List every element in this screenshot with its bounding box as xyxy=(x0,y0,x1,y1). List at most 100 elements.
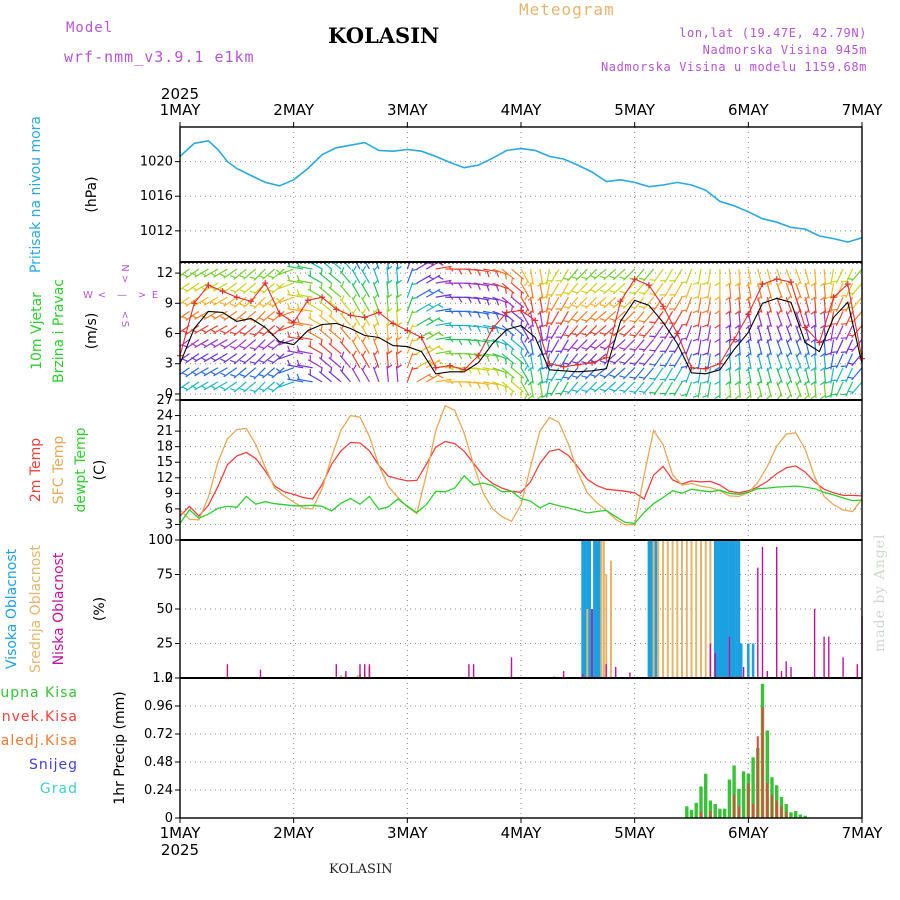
wind-barb xyxy=(520,381,530,397)
wind-barb-flag xyxy=(786,309,792,315)
ytick-label: 1012 xyxy=(140,224,173,239)
wind-barb xyxy=(685,381,693,398)
wind-barb xyxy=(520,311,530,326)
cloud-mid-bar xyxy=(605,574,608,678)
wind-barb-flag xyxy=(437,318,444,323)
wind-barb xyxy=(271,296,285,308)
wind-gust-marker xyxy=(304,297,311,304)
wind-barb xyxy=(271,367,285,379)
wind-barb xyxy=(328,357,342,369)
wind-barb xyxy=(473,296,490,301)
wind-barb xyxy=(328,314,342,326)
wind-barb xyxy=(233,268,247,280)
wind-barb xyxy=(622,339,636,352)
wind-barb xyxy=(612,353,626,365)
wind-barb-flag xyxy=(629,376,636,379)
wind-barb xyxy=(559,381,569,396)
wind-barb-flag xyxy=(477,368,481,375)
compass-east: E xyxy=(152,290,158,301)
wind-barb xyxy=(673,381,683,397)
wind-barb-flag xyxy=(296,359,300,366)
wind-barb-flag xyxy=(649,307,656,309)
wind-barb-flag xyxy=(362,364,367,371)
wind-barb-flag xyxy=(458,282,463,289)
wind-barb-flag xyxy=(680,309,687,312)
wind-barb xyxy=(546,353,551,370)
wind-barb-flag xyxy=(182,372,189,377)
wind-barb-flag xyxy=(210,286,216,291)
compass-arrow: < xyxy=(98,290,106,301)
wind-barb xyxy=(416,331,431,341)
wind-barb-flag xyxy=(725,282,731,287)
cloud-high-bar xyxy=(730,540,734,678)
wind-barb-flag xyxy=(182,330,189,334)
wind-barb-flag xyxy=(486,313,490,320)
wind-barb-flag xyxy=(220,301,226,306)
wind-barb-flag xyxy=(840,294,847,297)
wind-barb xyxy=(747,367,752,384)
wind-barb xyxy=(830,283,835,300)
wind-barb-flag xyxy=(230,345,237,349)
wind-barb-flag xyxy=(191,385,197,390)
wind-barb-flag xyxy=(320,338,323,346)
wind-barb-flag xyxy=(847,376,854,379)
wind-barb-flag xyxy=(581,318,588,322)
wind-barb xyxy=(585,296,598,310)
wind-gust-marker xyxy=(560,363,567,370)
cloud-low-bar xyxy=(790,667,792,678)
wind-barb xyxy=(664,325,674,340)
wind-barb-flag xyxy=(725,380,731,386)
wind-barb-flag xyxy=(330,338,333,346)
wind-barb-flag xyxy=(287,303,291,310)
wind-barb xyxy=(823,268,827,286)
wind-barb xyxy=(328,328,342,341)
wind-barb xyxy=(814,283,817,300)
xtick-label-top: 1MAY xyxy=(160,101,202,119)
wind-barb xyxy=(213,268,228,278)
wind-barb xyxy=(318,286,332,298)
wind-barb xyxy=(633,367,645,381)
ytick-label: 27 xyxy=(156,393,173,408)
wind-barb xyxy=(492,367,508,374)
wind-barb xyxy=(307,345,323,355)
model-elevation-label: Nadmorska Visina u modelu 1159.68m xyxy=(600,60,867,74)
wind-barb xyxy=(416,373,431,383)
wind-barb-flag xyxy=(296,345,300,352)
wind-barb xyxy=(425,331,441,341)
wind-barb xyxy=(351,297,361,312)
cloud-mid-bar xyxy=(709,540,712,678)
wind-barb-flag xyxy=(477,298,481,305)
wind-barb xyxy=(483,367,500,372)
wind-barb-flag xyxy=(756,394,762,400)
wind-barb xyxy=(707,325,712,342)
wind-barb xyxy=(262,339,276,351)
wind-barb xyxy=(520,353,530,368)
wind-gust-marker xyxy=(773,276,780,283)
ytick-label: 9 xyxy=(165,296,173,311)
wind-barb xyxy=(262,268,276,280)
wind-barb-flag xyxy=(527,338,534,344)
wind-barb xyxy=(386,267,389,284)
cloud-high-bar xyxy=(716,540,719,678)
wind-gust-marker xyxy=(674,330,681,337)
wind-barb-flag xyxy=(825,310,832,314)
wind-barb xyxy=(851,367,862,381)
wind-barb-flag xyxy=(342,253,344,259)
axis-title: 1hr Precip (mm) xyxy=(112,691,128,804)
wind-barb-flag xyxy=(609,303,616,307)
wind-gust-marker xyxy=(802,324,809,331)
cloud-high-bar xyxy=(728,540,731,678)
wind-barb xyxy=(738,325,741,342)
footer-station: KOLASIN xyxy=(329,862,393,877)
wind-barb-flag xyxy=(458,339,463,346)
wind-barb-flag xyxy=(541,380,548,384)
cloud-low-bar xyxy=(728,636,731,678)
wind-barb-flag xyxy=(362,308,367,314)
wind-barb-flag xyxy=(510,348,514,355)
panel-0-grid: 1012 1016 1020 Pritisak na nivou mora (hPa) xyxy=(28,116,862,273)
wind-barb-flag xyxy=(766,394,772,400)
wind-barb-flag xyxy=(831,365,838,368)
wind-barb xyxy=(233,282,247,294)
wind-barb xyxy=(673,353,683,368)
wind-barb-flag xyxy=(777,394,782,400)
